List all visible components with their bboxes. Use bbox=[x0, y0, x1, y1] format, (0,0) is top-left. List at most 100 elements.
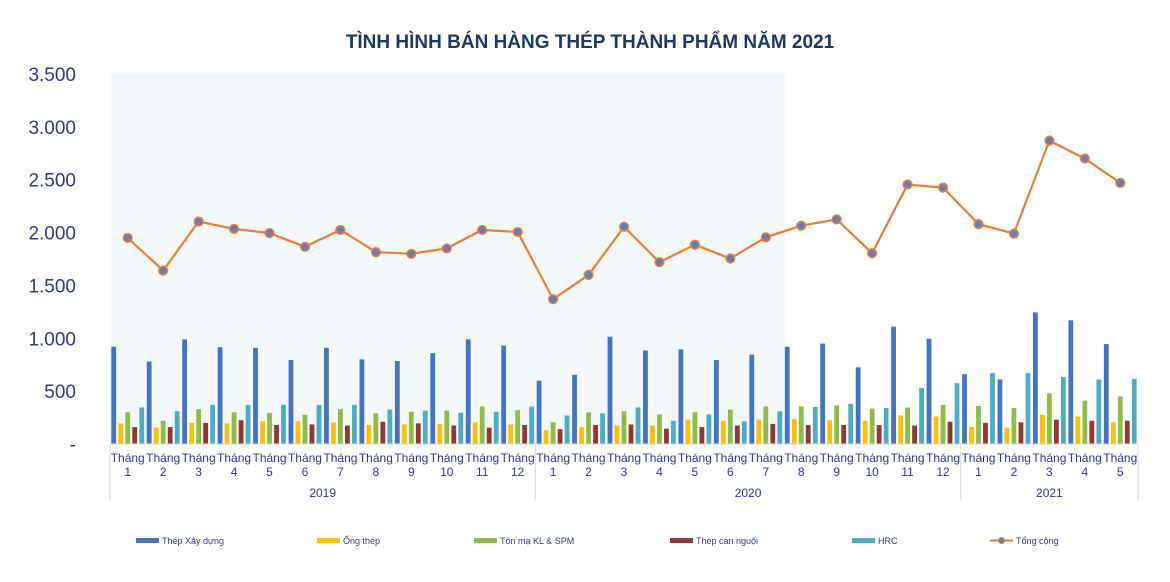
bar bbox=[586, 412, 591, 444]
bar bbox=[196, 409, 202, 444]
bar bbox=[1018, 422, 1024, 444]
bar bbox=[359, 359, 365, 444]
bar bbox=[1103, 344, 1109, 444]
bar bbox=[628, 424, 634, 444]
bar bbox=[635, 407, 641, 444]
x-tick-label: 11 bbox=[901, 465, 914, 479]
x-tick-month-word: Tháng bbox=[642, 451, 676, 465]
x-tick-month-word: Tháng bbox=[217, 451, 251, 465]
bar bbox=[515, 410, 521, 444]
line-point bbox=[548, 294, 559, 305]
x-group-label: 2021 bbox=[1036, 486, 1063, 500]
bar bbox=[338, 409, 343, 444]
bar bbox=[969, 427, 974, 444]
bar bbox=[848, 403, 854, 444]
bar bbox=[111, 346, 117, 444]
line-point bbox=[193, 216, 204, 227]
x-tick-month-word: Tháng bbox=[961, 451, 995, 465]
bar bbox=[118, 423, 124, 444]
bar bbox=[536, 380, 542, 444]
bar bbox=[1075, 416, 1081, 444]
line-point bbox=[406, 248, 417, 259]
line-point bbox=[122, 232, 133, 243]
bar bbox=[408, 411, 414, 444]
line-point bbox=[158, 265, 169, 276]
bar bbox=[324, 347, 329, 444]
bar bbox=[508, 424, 514, 444]
x-tick-label: 2 bbox=[585, 465, 592, 479]
x-tick-month-word: Tháng bbox=[182, 451, 216, 465]
bar bbox=[727, 409, 733, 444]
bar bbox=[912, 425, 917, 444]
bar bbox=[493, 411, 499, 444]
x-tick-label: 6 bbox=[302, 465, 309, 479]
bar bbox=[486, 427, 492, 444]
x-tick-label: 8 bbox=[373, 465, 380, 479]
line-point bbox=[264, 228, 275, 239]
bar bbox=[444, 410, 450, 444]
bar bbox=[281, 404, 286, 444]
y-tick-label: 1.000 bbox=[28, 329, 76, 350]
x-tick-month-word: Tháng bbox=[784, 451, 818, 465]
line-point bbox=[760, 232, 771, 243]
bar bbox=[415, 423, 421, 444]
bar bbox=[224, 423, 230, 444]
bar bbox=[267, 412, 272, 444]
x-tick-month-word: Tháng bbox=[253, 451, 287, 465]
legend-label: Tổng cộng bbox=[1016, 536, 1059, 546]
bar bbox=[713, 359, 719, 444]
legend: Thép Xây dựng Ống thép Tôn mạ KL & SPM Thép… bbox=[136, 535, 1059, 546]
bar bbox=[1032, 312, 1038, 444]
bar bbox=[940, 404, 946, 444]
bar bbox=[430, 353, 436, 444]
x-tick-label: 11 bbox=[476, 465, 489, 479]
x-tick-label: 1 bbox=[124, 465, 131, 479]
bar bbox=[997, 379, 1003, 444]
bar bbox=[1068, 320, 1074, 444]
line-point bbox=[689, 239, 700, 250]
line-point bbox=[370, 247, 381, 258]
bar bbox=[593, 424, 598, 444]
x-tick-month-word: Tháng bbox=[501, 451, 535, 465]
bar bbox=[274, 424, 279, 444]
bar bbox=[883, 408, 889, 444]
x-tick-month-word: Tháng bbox=[536, 451, 570, 465]
bar bbox=[805, 424, 811, 444]
x-tick-label: 4 bbox=[231, 465, 238, 479]
line-point bbox=[937, 182, 949, 193]
x-tick-label: 1 bbox=[975, 465, 982, 479]
x-tick-month-word: Tháng bbox=[607, 451, 641, 465]
x-tick-month-word: Tháng bbox=[997, 451, 1031, 465]
bar bbox=[990, 373, 995, 444]
bar bbox=[643, 350, 648, 444]
bar bbox=[600, 413, 605, 444]
bar bbox=[1124, 420, 1130, 444]
line-point bbox=[902, 179, 913, 190]
bar bbox=[926, 338, 932, 444]
line-point bbox=[299, 241, 311, 252]
y-tick-label: 2.000 bbox=[28, 224, 76, 245]
bar bbox=[472, 422, 478, 444]
bar bbox=[1025, 373, 1031, 444]
plot-area-background bbox=[110, 74, 785, 444]
x-tick-label: 7 bbox=[762, 465, 769, 479]
bar bbox=[210, 404, 216, 444]
bar bbox=[231, 412, 237, 444]
bar bbox=[331, 422, 336, 444]
bar bbox=[579, 427, 584, 444]
bar bbox=[919, 387, 924, 444]
x-tick-label: 9 bbox=[833, 465, 840, 479]
x-tick-label: 8 bbox=[798, 465, 805, 479]
line-point bbox=[583, 269, 594, 280]
x-tick-label: 4 bbox=[1081, 465, 1088, 479]
bar bbox=[862, 420, 868, 444]
bar bbox=[749, 354, 755, 444]
x-tick-month-word: Tháng bbox=[394, 451, 428, 465]
x-tick-month-word: Tháng bbox=[1103, 451, 1137, 465]
bar bbox=[253, 347, 258, 444]
bar bbox=[182, 339, 188, 444]
bar bbox=[245, 404, 251, 444]
x-tick-month-word: Tháng bbox=[1032, 451, 1066, 465]
bar bbox=[1060, 376, 1066, 444]
